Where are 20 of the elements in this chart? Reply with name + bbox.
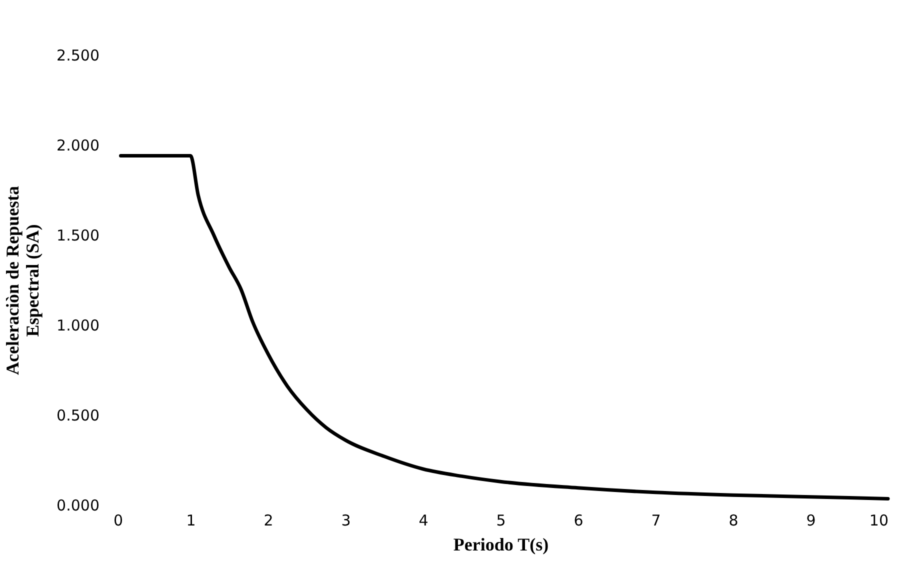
x-tick-label: 3 bbox=[341, 512, 351, 530]
y-tick-label: 2.000 bbox=[56, 136, 100, 154]
x-tick-label: 8 bbox=[728, 512, 738, 530]
x-tick-label: 1 bbox=[186, 512, 196, 530]
y-tick-label: 0.500 bbox=[56, 406, 100, 424]
line-series bbox=[119, 154, 890, 500]
y-tick-label: 2.500 bbox=[56, 46, 100, 64]
x-tick-label: 10 bbox=[869, 512, 888, 530]
y-tick-label: 0.000 bbox=[56, 496, 100, 514]
x-tick-label: 0 bbox=[114, 512, 124, 530]
x-tick-label: 4 bbox=[418, 512, 428, 530]
x-tick-label: 5 bbox=[496, 512, 506, 530]
x-tick-label: 6 bbox=[574, 512, 584, 530]
y-axis-title: Aceleraciòn de Repuesta Espectral (SA) bbox=[2, 186, 43, 375]
x-tick-label: 9 bbox=[806, 512, 816, 530]
x-tick-label: 7 bbox=[651, 512, 661, 530]
y-tick-label: 1.500 bbox=[56, 226, 100, 244]
x-axis-title: Periodo T(s) bbox=[453, 534, 549, 554]
y-tick-label: 1.000 bbox=[56, 316, 100, 334]
x-tick-label: 2 bbox=[264, 512, 274, 530]
